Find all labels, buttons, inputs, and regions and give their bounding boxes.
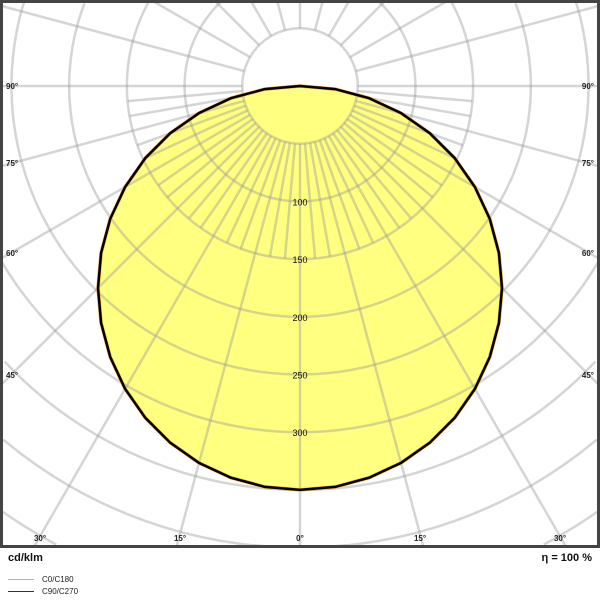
grid-spoke <box>225 137 277 244</box>
grid-spoke <box>318 139 361 250</box>
grid-spoke <box>357 89 473 103</box>
grid-spoke <box>339 0 387 47</box>
ring-label: 100 <box>292 197 307 207</box>
legend-swatch-c0 <box>8 579 34 580</box>
polar-plot: 100 150 200 250 300 90° 75° 60° 45° 90° 75° 60° 45° 3… <box>0 0 600 548</box>
grid-spoke <box>336 129 413 220</box>
angle-label-left: 60° <box>6 249 18 258</box>
grid-ring-100 <box>183 0 417 203</box>
grid-spoke <box>346 118 443 187</box>
grid-spoke <box>0 4 245 73</box>
grid-spoke <box>313 141 425 548</box>
angle-label-bottom: 0° <box>296 534 304 543</box>
grid-spoke <box>166 122 257 199</box>
curve-c90-c270 <box>96 84 504 492</box>
ring-label: 300 <box>292 428 307 438</box>
angle-label-bottom: 30° <box>554 534 566 543</box>
grid-spoke <box>187 129 264 220</box>
ring-label: 200 <box>292 313 307 323</box>
angle-label-bottom: 30° <box>34 534 46 543</box>
grid-spoke <box>356 94 471 118</box>
grid-spoke <box>199 132 268 229</box>
grid-spoke <box>303 143 317 259</box>
grid-spoke <box>349 0 450 59</box>
grid-spoke <box>136 104 247 147</box>
angle-label-left: 90° <box>6 82 18 91</box>
angle-label-right: 45° <box>582 371 594 380</box>
grid-ring-150 <box>125 1 475 261</box>
grid-spoke <box>353 104 464 147</box>
grid-ring-400 <box>2 438 598 548</box>
angle-label-bottom: 15° <box>174 534 186 543</box>
grid-spoke <box>327 135 568 548</box>
unit-label: cd/klm <box>8 552 43 564</box>
grid-spoke <box>150 0 251 59</box>
grid-spoke <box>339 125 600 387</box>
grid-ring-350 <box>3 360 597 492</box>
grid-spoke <box>313 0 325 31</box>
legend-label-c0: C0/C180 <box>42 575 74 584</box>
grid-spoke <box>308 142 332 257</box>
grid-spoke <box>323 137 375 244</box>
grid-spoke <box>351 109 458 161</box>
angle-label-left: 75° <box>6 159 18 168</box>
grid-spoke <box>142 109 249 161</box>
intensity-fill <box>98 86 502 490</box>
grid-spoke <box>175 141 287 548</box>
legend-label-c90: C90/C270 <box>42 587 79 596</box>
angle-label-left: 45° <box>6 371 18 380</box>
legend-item-c90: C90/C270 <box>8 587 78 596</box>
angle-label-right: 60° <box>582 249 594 258</box>
grid-ring-250 <box>10 1 590 376</box>
grid-spoke <box>157 118 254 187</box>
legend-item-c0: C0/C180 <box>8 575 74 584</box>
grid-spoke <box>239 139 282 250</box>
grid-spoke <box>275 0 287 31</box>
efficiency-label: η = 100 % <box>541 552 592 564</box>
grid-spoke <box>343 122 434 199</box>
angle-label-bottom: 15° <box>414 534 426 543</box>
angle-label-right: 75° <box>582 159 594 168</box>
grid-spoke <box>249 0 273 37</box>
grid-spoke <box>355 4 600 73</box>
ring-label: 150 <box>292 255 307 265</box>
grid-spoke <box>213 0 261 47</box>
grid-ring-450 <box>1 510 599 546</box>
grid-ring-50 <box>241 27 359 145</box>
grid-ring-300 <box>0 258 600 434</box>
grid-spoke <box>32 135 273 548</box>
grid-spoke <box>129 94 244 118</box>
grid-spoke <box>283 143 297 259</box>
chart-frame <box>0 0 600 548</box>
grid-spoke <box>332 132 401 229</box>
grid-spoke <box>327 0 351 37</box>
grid-spoke <box>127 89 243 103</box>
grid-spoke <box>268 142 292 257</box>
legend-swatch-c90 <box>8 591 34 592</box>
angle-label-right: 90° <box>582 82 594 91</box>
grid-spoke <box>0 125 261 387</box>
ring-label: 250 <box>292 371 307 381</box>
